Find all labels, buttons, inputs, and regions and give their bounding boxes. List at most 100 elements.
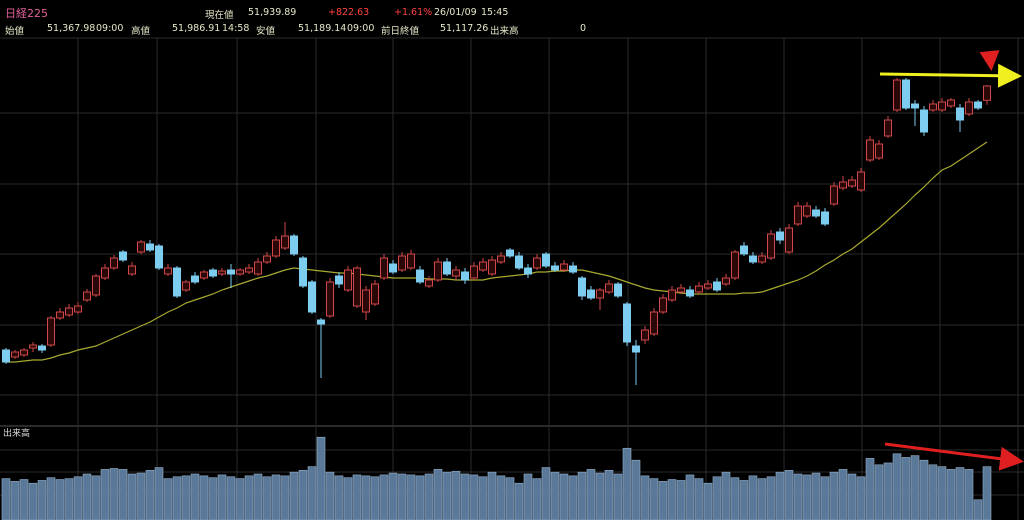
candle-body xyxy=(47,317,55,346)
candle-body xyxy=(272,239,280,257)
candle-body xyxy=(326,281,334,317)
volume-bar xyxy=(271,474,281,520)
candle-body xyxy=(569,265,577,273)
candle-body xyxy=(524,267,532,275)
volume-bar xyxy=(415,475,425,520)
candle-body xyxy=(758,255,766,263)
candle-body xyxy=(488,259,496,275)
volume-bar xyxy=(829,471,839,520)
candle-body xyxy=(533,257,541,269)
candle-body xyxy=(281,235,289,249)
volume-bar xyxy=(496,475,506,520)
candle-body xyxy=(425,279,433,287)
volume-bar xyxy=(343,477,353,520)
candle-body xyxy=(470,265,478,279)
candle-body xyxy=(2,349,10,363)
grid xyxy=(0,37,1024,520)
volume-bar xyxy=(838,469,848,520)
value: 51,367.98 xyxy=(47,23,96,34)
volume-bar xyxy=(955,467,965,520)
volume-bar xyxy=(874,464,884,520)
volume-bar xyxy=(973,499,983,520)
candle-body xyxy=(920,109,928,133)
candle-body xyxy=(110,257,118,269)
volume-bar xyxy=(190,473,200,520)
value: 09:00 xyxy=(96,23,124,34)
volume-bar xyxy=(550,471,560,520)
volume-bar xyxy=(532,478,542,520)
volume-bar xyxy=(361,475,371,520)
volume-bar xyxy=(748,475,758,520)
candle-body xyxy=(245,267,253,273)
candle-body xyxy=(164,267,172,275)
candle-body xyxy=(317,319,325,325)
candle-body xyxy=(578,277,586,297)
candle-body xyxy=(713,281,721,291)
price-layer xyxy=(2,78,991,385)
candle-body xyxy=(101,267,109,279)
candle-body xyxy=(839,181,847,189)
volume-bar xyxy=(649,478,659,520)
candle-body xyxy=(623,303,631,343)
label: 安値 xyxy=(256,26,276,37)
volume-bar xyxy=(154,467,164,520)
candle-body xyxy=(479,261,487,271)
volume-bar xyxy=(379,474,389,520)
volume-bar xyxy=(730,477,740,520)
candle-body xyxy=(128,265,136,275)
value: 51,117.26 xyxy=(440,23,489,34)
candle-body xyxy=(146,243,154,251)
value: 14:58 xyxy=(222,23,250,34)
volume-bar xyxy=(100,469,110,520)
candle-body xyxy=(200,271,208,279)
volume-bar xyxy=(613,473,623,520)
volume-bar xyxy=(739,480,749,520)
candle-body xyxy=(947,99,955,107)
volume-bar xyxy=(802,474,812,520)
candle-body xyxy=(443,261,451,275)
volume-bar xyxy=(235,478,245,520)
candle-body xyxy=(929,103,937,111)
candle-body xyxy=(704,283,712,289)
candle-body xyxy=(29,344,37,349)
annotations xyxy=(879,50,1024,471)
candle-body xyxy=(551,265,559,271)
candle-body xyxy=(848,179,856,187)
volume-bar xyxy=(433,469,443,520)
volume-bar xyxy=(712,476,722,520)
volume-bar xyxy=(658,481,668,520)
candle-body xyxy=(335,275,343,285)
volume-bar xyxy=(163,478,173,520)
candle-body xyxy=(695,285,703,293)
arrow xyxy=(879,63,1022,88)
volume-bar xyxy=(217,474,227,520)
volume-bar xyxy=(334,475,344,520)
volume-bar xyxy=(622,447,632,520)
candle-body xyxy=(650,311,658,335)
candle-body xyxy=(497,255,505,263)
volume-bar xyxy=(370,476,380,520)
volume-bar xyxy=(640,475,650,520)
volume-bar xyxy=(451,470,461,520)
volume-bar xyxy=(595,472,605,520)
value: 15:45 xyxy=(481,7,509,18)
candle-body xyxy=(893,79,901,111)
candle-body xyxy=(740,245,748,255)
volume-bar xyxy=(469,474,479,520)
candle-body xyxy=(362,289,370,313)
candle-body xyxy=(884,119,892,137)
candle-body xyxy=(659,297,667,313)
volume-bar xyxy=(262,476,272,520)
volume-bar xyxy=(46,477,56,520)
volume-bar xyxy=(721,471,731,520)
volume-bar xyxy=(280,475,290,520)
candle-body xyxy=(290,235,298,255)
candle-body xyxy=(632,345,640,353)
volume-bar xyxy=(352,474,362,520)
volume-bar xyxy=(442,471,452,520)
label: 出来高 xyxy=(490,26,519,37)
volume-bar xyxy=(820,476,830,520)
volume-bar xyxy=(10,481,20,520)
candle-body xyxy=(254,261,262,275)
volume-bar xyxy=(901,457,911,520)
